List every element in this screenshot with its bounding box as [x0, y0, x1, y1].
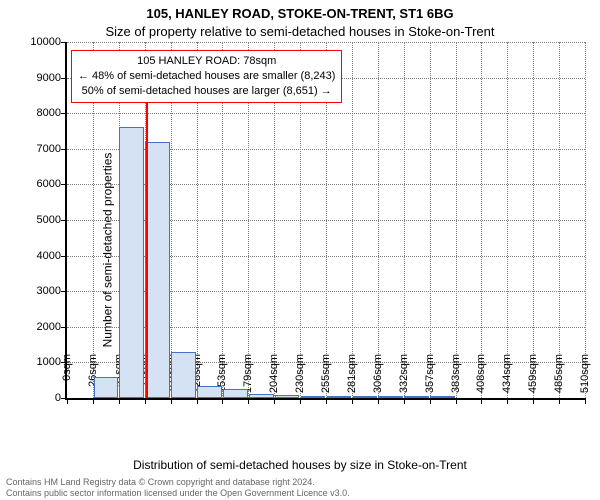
gridline-v	[481, 42, 482, 398]
gridline-v	[507, 42, 508, 398]
histogram-bar	[404, 396, 429, 398]
ytick-label: 4000	[37, 250, 61, 262]
ytick-label: 8000	[37, 107, 61, 119]
ytick-label: 9000	[37, 72, 61, 84]
ytick-label: 6000	[37, 178, 61, 190]
ytick-mark	[61, 256, 67, 257]
chart-container: 105, HANLEY ROAD, STOKE-ON-TRENT, ST1 6B…	[0, 0, 600, 500]
gridline-v	[430, 42, 431, 398]
histogram-bar	[353, 396, 378, 398]
ytick-mark	[61, 327, 67, 328]
x-axis-label: Distribution of semi-detached houses by …	[0, 458, 600, 472]
histogram-bar	[378, 396, 403, 398]
gridline-v	[559, 42, 560, 398]
histogram-bar	[275, 395, 300, 398]
histogram-bar	[197, 386, 222, 398]
footer-attribution: Contains HM Land Registry data © Crown c…	[6, 477, 596, 498]
footer-line2: Contains public sector information licen…	[6, 488, 596, 498]
xtick-label: 0sqm	[61, 354, 73, 404]
marker-line	[146, 98, 148, 398]
xtick-label: 434sqm	[501, 354, 513, 404]
chart-title-line1: 105, HANLEY ROAD, STOKE-ON-TRENT, ST1 6B…	[0, 6, 600, 21]
gridline-v	[585, 42, 586, 398]
gridline-v	[378, 42, 379, 398]
xtick-label: 459sqm	[527, 354, 539, 404]
gridline-v	[352, 42, 353, 398]
histogram-bar	[430, 396, 455, 398]
ytick-mark	[61, 220, 67, 221]
ytick-label: 3000	[37, 285, 61, 297]
histogram-bar	[94, 377, 119, 398]
histogram-bar	[145, 142, 170, 398]
ytick-mark	[61, 149, 67, 150]
ytick-label: 7000	[37, 143, 61, 155]
ytick-mark	[61, 113, 67, 114]
ytick-label: 5000	[37, 214, 61, 226]
annot-line-larger: 50% of semi-detached houses are larger (…	[78, 84, 335, 99]
histogram-bar	[223, 389, 248, 398]
ytick-label: 2000	[37, 321, 61, 333]
ytick-mark	[61, 42, 67, 43]
gridline-v	[533, 42, 534, 398]
xtick-label: 485sqm	[553, 354, 565, 404]
ytick-label: 1000	[37, 356, 61, 368]
ytick-label: 10000	[30, 36, 61, 48]
histogram-bar	[301, 396, 326, 398]
gridline-v	[456, 42, 457, 398]
ytick-mark	[61, 291, 67, 292]
ytick-mark	[61, 78, 67, 79]
histogram-bar	[171, 352, 196, 398]
xtick-label: 510sqm	[579, 354, 591, 404]
annot-line-subject: 105 HANLEY ROAD: 78sqm	[78, 54, 335, 69]
annot-line-smaller: ← 48% of semi-detached houses are smalle…	[78, 69, 335, 84]
gridline-v	[404, 42, 405, 398]
xtick-label: 408sqm	[475, 354, 487, 404]
plot-area: 0100020003000400050006000700080009000100…	[65, 42, 585, 400]
footer-line1: Contains HM Land Registry data © Crown c…	[6, 477, 596, 487]
chart-title-line2: Size of property relative to semi-detach…	[0, 24, 600, 39]
ytick-mark	[61, 184, 67, 185]
histogram-bar	[119, 127, 144, 398]
histogram-bar	[249, 394, 274, 398]
histogram-bar	[327, 396, 352, 398]
annotation-box: 105 HANLEY ROAD: 78sqm← 48% of semi-deta…	[71, 50, 342, 103]
